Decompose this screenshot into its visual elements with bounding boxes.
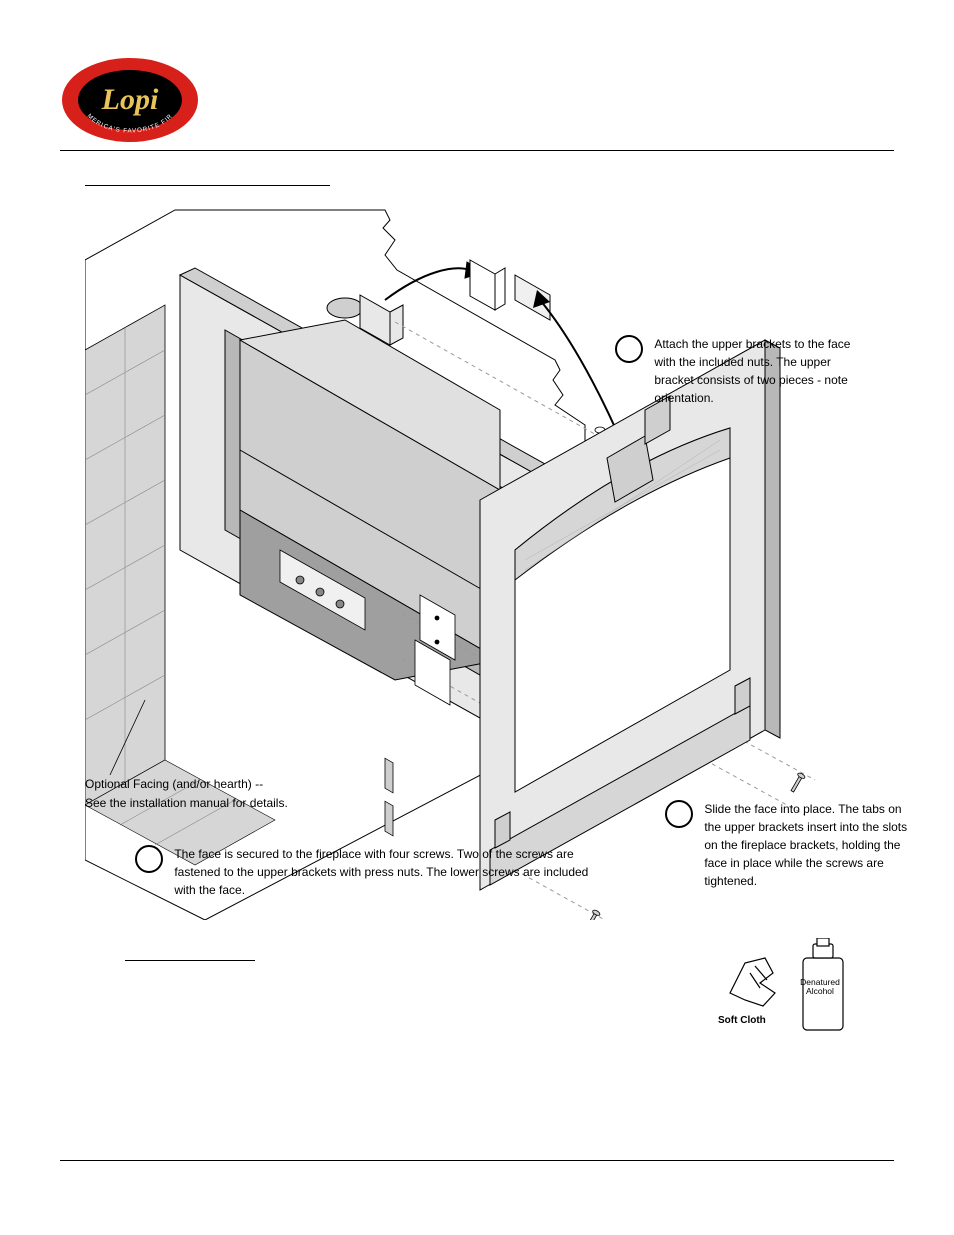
section2-underline <box>125 960 255 961</box>
optional-line2: See the installation manual for details. <box>85 794 385 813</box>
bottle-label: Denatured Alcohol <box>798 978 842 997</box>
callout-c: The face is secured to the fireplace wit… <box>135 845 605 899</box>
callout-a: Attach the upper brackets to the face wi… <box>615 335 915 407</box>
section-title-underline <box>85 165 330 186</box>
callout-b-text: Slide the face into place. The tabs on t… <box>704 800 919 890</box>
optional-line1: Optional Facing (and/or hearth) -- <box>85 775 385 794</box>
callout-c-text: The face is secured to the fireplace wit… <box>174 845 594 899</box>
brand-logo: Lopi AMERICA'S FAVORITE FIRE <box>60 55 200 145</box>
svg-text:Lopi: Lopi <box>101 83 159 116</box>
optional-facing-note: Optional Facing (and/or hearth) -- See t… <box>85 775 385 813</box>
footer-rule <box>60 1160 894 1161</box>
callout-a-text: Attach the upper brackets to the face wi… <box>654 335 869 407</box>
header-rule <box>60 150 894 151</box>
step-marker-a-icon <box>615 335 643 363</box>
callout-b: Slide the face into place. The tabs on t… <box>665 800 925 890</box>
step-marker-b-icon <box>665 800 693 828</box>
step-marker-c-icon <box>135 845 163 873</box>
soft-cloth-label: Soft Cloth <box>718 1015 766 1026</box>
bottle-label-line2: Alcohol <box>806 986 834 996</box>
